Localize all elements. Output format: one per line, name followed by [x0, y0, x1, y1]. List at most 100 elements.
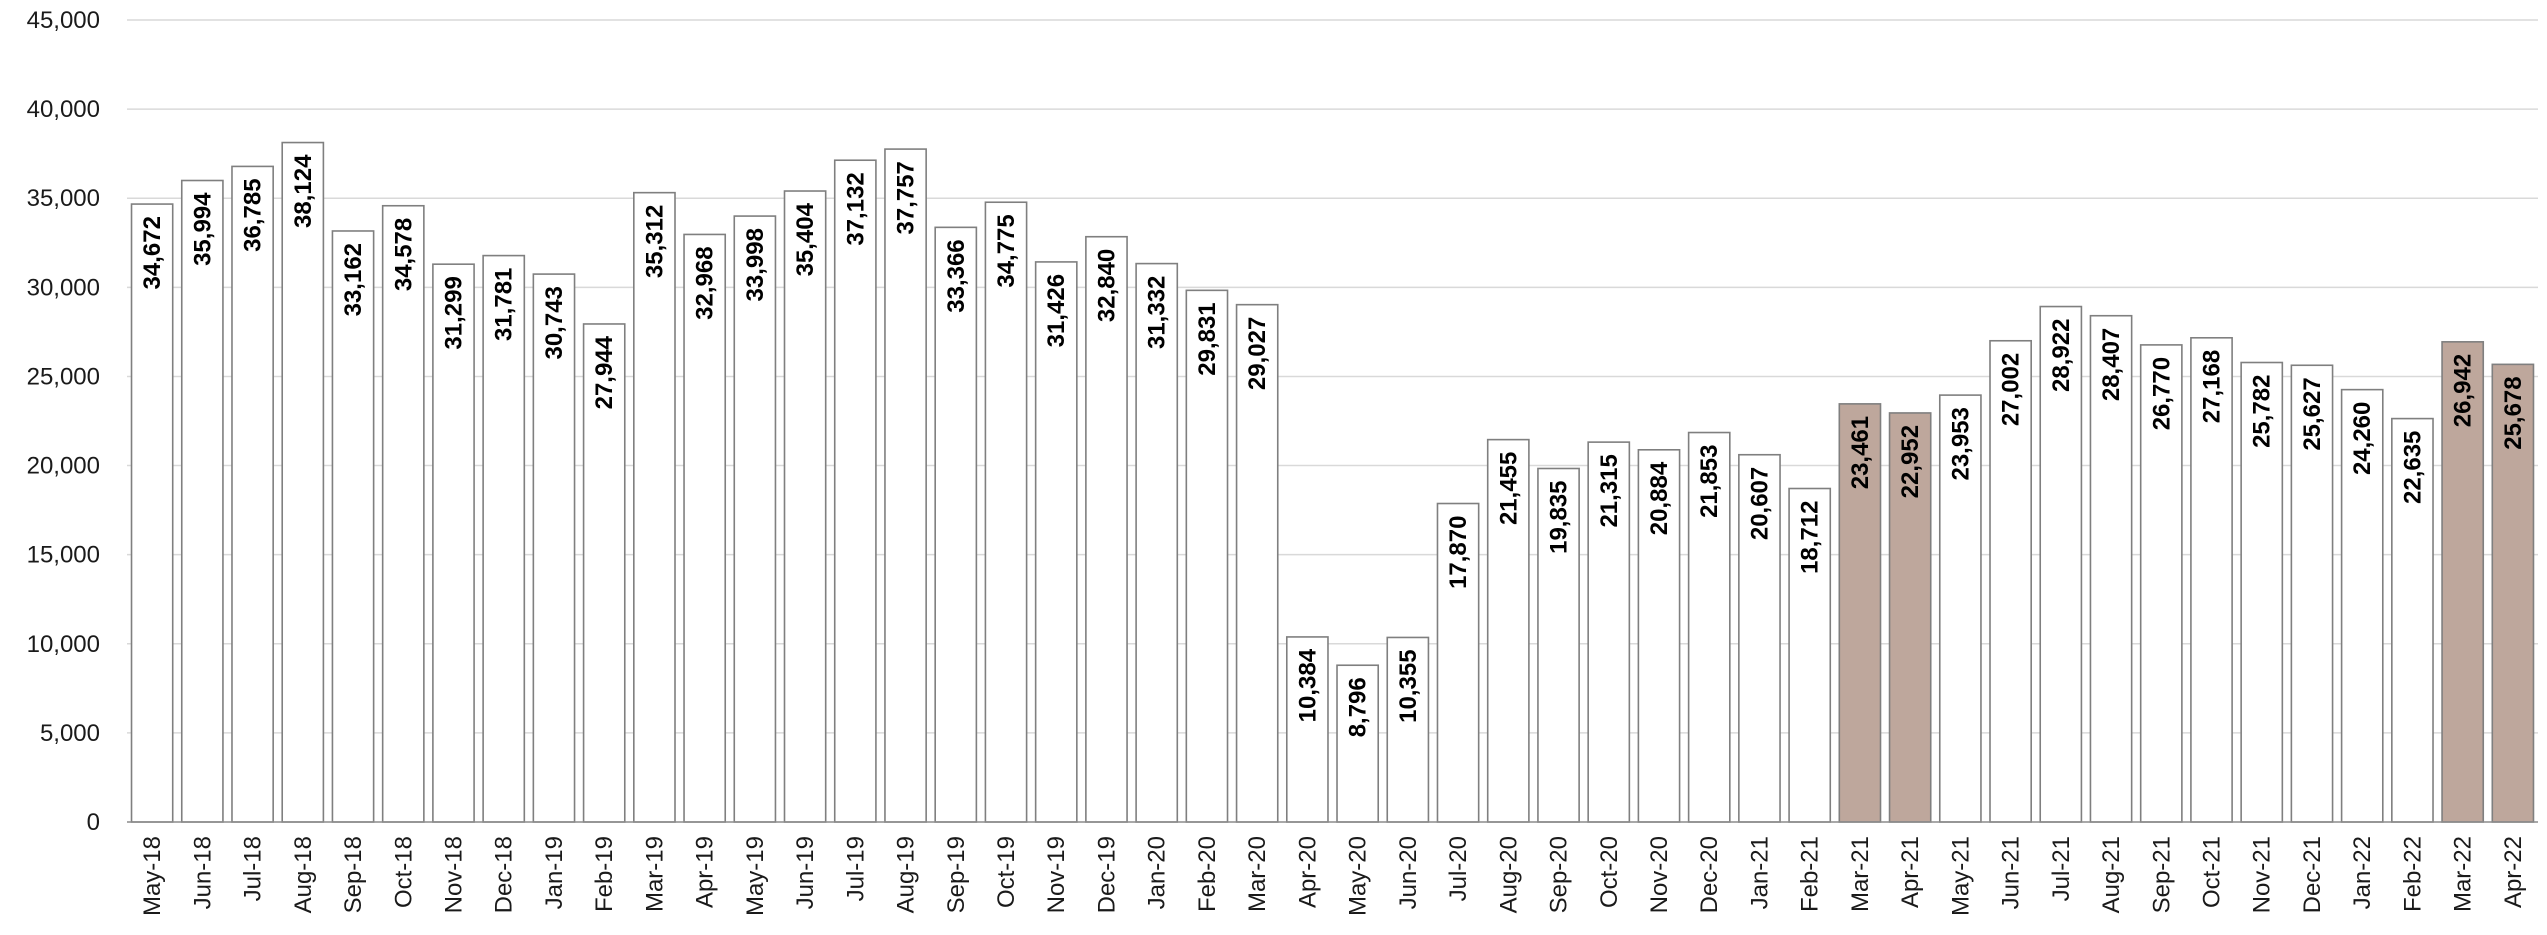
- y-tick-label: 5,000: [40, 720, 100, 747]
- bar: [984, 201, 1028, 823]
- data-label: 31,781: [491, 268, 518, 341]
- x-tick-label: Nov-21: [2249, 836, 2276, 913]
- bar: [381, 204, 425, 823]
- y-tick-label: 30,000: [27, 274, 100, 301]
- data-label: 30,743: [541, 286, 568, 359]
- data-label: 20,607: [1746, 467, 1773, 540]
- x-tick-label: Oct-18: [390, 836, 417, 908]
- bars: [130, 141, 2535, 823]
- x-tick-label: Jun-20: [1395, 836, 1422, 909]
- bar: [783, 190, 827, 823]
- x-tick-label: Jul-18: [240, 836, 267, 901]
- data-label: 36,785: [240, 178, 267, 251]
- x-tick-label: May-19: [742, 836, 769, 916]
- x-tick-label: Sep-19: [943, 836, 970, 913]
- data-label: 33,998: [742, 228, 769, 301]
- bar: [2139, 344, 2183, 823]
- y-tick-label: 10,000: [27, 631, 100, 658]
- x-tick-label: Jul-19: [842, 836, 869, 901]
- bar: [2039, 305, 2083, 823]
- bar: [1085, 235, 1128, 823]
- x-tick-label: Apr-19: [692, 836, 719, 908]
- x-tick-label: Sep-20: [1546, 836, 1573, 913]
- bar: [1938, 394, 1982, 823]
- x-tick-label: Jun-19: [792, 836, 819, 909]
- x-tick-label: Feb-21: [1797, 836, 1824, 912]
- data-label: 26,942: [2450, 354, 2477, 427]
- data-label: 33,162: [340, 243, 367, 316]
- bar: [2089, 314, 2133, 823]
- x-tick-label: Jul-21: [2048, 836, 2075, 901]
- data-label: 37,132: [842, 172, 869, 245]
- x-tick-label: Aug-20: [1495, 836, 1522, 913]
- bar: [2491, 363, 2535, 823]
- bar: [1637, 449, 1681, 823]
- data-label: 32,840: [1093, 249, 1120, 322]
- bar: [2441, 341, 2485, 823]
- bar: [432, 263, 475, 823]
- x-tick-label: Feb-19: [591, 836, 618, 912]
- x-tick-label: Aug-18: [290, 836, 317, 913]
- y-tick-label: 15,000: [27, 542, 100, 569]
- x-tick-label: Apr-21: [1897, 836, 1924, 908]
- data-label: 21,315: [1596, 454, 1623, 527]
- x-tick-label: May-21: [1947, 836, 1974, 916]
- x-tick-label: Dec-19: [1093, 836, 1120, 913]
- x-tick-label: Mar-19: [641, 836, 668, 912]
- data-label: 18,712: [1797, 501, 1824, 574]
- data-label: 31,299: [440, 276, 467, 349]
- data-label: 31,426: [1043, 274, 1070, 347]
- data-label: 34,775: [993, 214, 1020, 287]
- data-label: 8,796: [1345, 677, 1372, 737]
- x-tick-label: Mar-22: [2450, 836, 2477, 912]
- y-tick-label: 35,000: [27, 185, 100, 212]
- data-label: 31,332: [1144, 276, 1171, 349]
- data-label: 21,455: [1495, 452, 1522, 525]
- bar: [1285, 636, 1329, 823]
- data-label: 34,578: [390, 218, 417, 291]
- data-label: 29,831: [1194, 302, 1221, 375]
- data-label: 35,994: [189, 192, 216, 266]
- x-tick-label: May-20: [1345, 836, 1372, 916]
- data-label: 38,124: [290, 154, 317, 228]
- data-label: 35,312: [641, 205, 668, 278]
- data-label: 27,944: [591, 335, 618, 409]
- x-tick-label: Mar-20: [1244, 836, 1271, 912]
- data-label: 22,952: [1897, 425, 1924, 498]
- bar: [1386, 636, 1430, 823]
- x-tick-label: Jan-19: [541, 836, 568, 909]
- y-tick-label: 0: [87, 809, 100, 836]
- x-tick-label: Dec-18: [491, 836, 518, 913]
- x-tick-label: Feb-20: [1194, 836, 1221, 912]
- bar: [1587, 441, 1631, 823]
- data-label: 29,027: [1244, 317, 1271, 390]
- bar: [1738, 453, 1781, 823]
- x-tick-label: Sep-21: [2148, 836, 2175, 913]
- data-labels: 34,672 35,994 36,785 38,124 33,162 34,578 31,2…: [139, 154, 2527, 737]
- data-label: 19,835: [1546, 480, 1573, 553]
- bar: [1788, 487, 1832, 823]
- y-tick-label: 20,000: [27, 453, 100, 480]
- data-label: 32,968: [692, 246, 719, 319]
- data-label: 22,635: [2399, 431, 2426, 504]
- bar: [884, 148, 927, 823]
- bar: [180, 179, 224, 823]
- x-tick-label: Feb-22: [2399, 836, 2426, 912]
- bar: [281, 141, 325, 823]
- bar: [130, 203, 174, 823]
- x-tick-label: Jun-21: [1998, 836, 2025, 909]
- bar: [934, 226, 978, 823]
- bar: [1135, 262, 1179, 823]
- data-label: 33,366: [943, 239, 970, 312]
- data-label: 20,884: [1646, 461, 1673, 535]
- data-label: 23,953: [1947, 407, 1974, 480]
- data-label: 10,384: [1294, 648, 1321, 722]
- y-tick-label: 45,000: [27, 7, 100, 34]
- x-tick-label: Nov-19: [1043, 836, 1070, 913]
- data-label: 25,627: [2299, 377, 2326, 450]
- x-tick-label: Apr-20: [1294, 836, 1321, 908]
- x-tick-label: Jan-22: [2349, 836, 2376, 909]
- data-label: 25,678: [2500, 376, 2527, 449]
- bar: [1235, 303, 1279, 823]
- bar: [1687, 431, 1731, 823]
